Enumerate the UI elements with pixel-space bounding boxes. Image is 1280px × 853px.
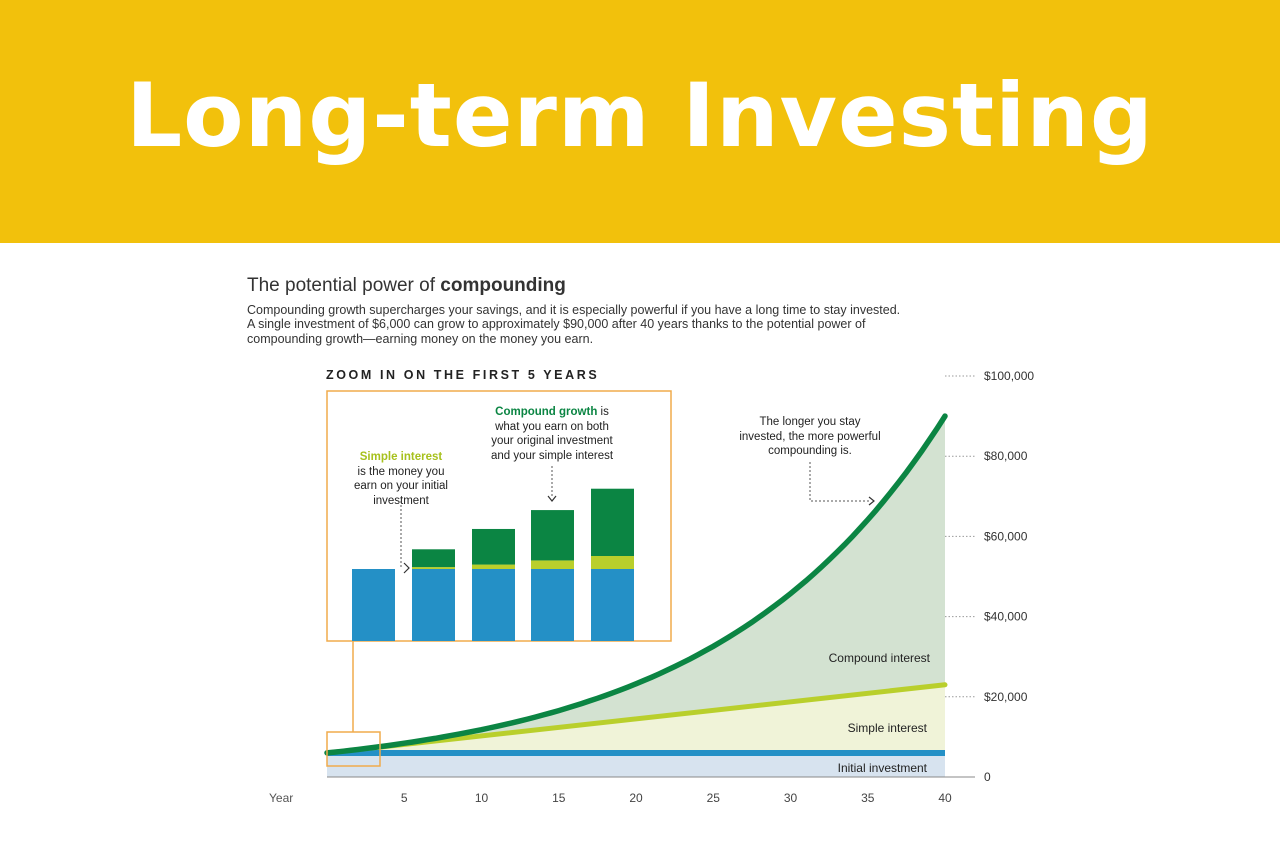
x-tick-label: 10	[475, 791, 489, 805]
initial-investment-area	[327, 752, 945, 777]
inset-bar-initial	[472, 569, 515, 641]
chart-heading-prefix: The potential power of	[247, 275, 441, 296]
inset-bar-compound	[412, 549, 455, 568]
y-tick-label: $60,000	[984, 529, 1028, 543]
x-tick-label: 30	[784, 791, 798, 805]
x-tick-label: 25	[707, 791, 721, 805]
inset-bar-initial	[591, 569, 634, 641]
inset-bar-initial	[352, 569, 395, 641]
longer-invested-line2: invested, the more powerful	[739, 430, 881, 443]
compound-interest-area	[327, 416, 945, 753]
inset-bar-compound	[472, 528, 515, 565]
longer-invested-annotation: The longer you stay invested, the more p…	[722, 415, 898, 459]
longer-invested-line1: The longer you stay	[759, 416, 861, 428]
title-banner: Long-term Investing	[0, 0, 1280, 243]
compound-interest-label: Compound interest	[829, 651, 931, 665]
x-axis-label: Year	[269, 791, 293, 805]
simple-interest-annotation-line1: is the money you	[357, 465, 445, 478]
x-tick-label: 35	[861, 791, 875, 805]
intro-line-1: Compounding growth supercharges your sav…	[247, 303, 901, 317]
compound-interest-line	[324, 413, 948, 756]
compound-growth-annotation-suffix: is	[597, 406, 609, 418]
simple-interest-annotation: Simple interest is the money you earn on…	[341, 450, 461, 508]
compound-growth-annotation-title: Compound growth	[495, 406, 598, 418]
intro-line-2: A single investment of $6,000 can grow t…	[247, 317, 866, 332]
inset-bar-compound	[531, 510, 574, 561]
simple-interest-annotation-line2: earn on your initial	[354, 480, 448, 493]
chart-heading-bold: compounding	[440, 275, 566, 296]
simple-interest-label: Simple interest	[848, 721, 928, 735]
y-tick-label: $20,000	[984, 690, 1028, 704]
chart-heading: The potential power of compounding	[247, 275, 566, 297]
y-tick-label: $80,000	[984, 449, 1028, 463]
simple-interest-arrow	[403, 562, 410, 574]
inset-bar-simple	[412, 567, 455, 569]
x-tick-label: 40	[938, 791, 952, 805]
simple-interest-annotation-title: Simple interest	[359, 451, 443, 463]
inset-bar-simple	[472, 564, 515, 569]
inset-bar-compound	[591, 488, 634, 556]
x-tick-label: 15	[552, 791, 566, 805]
inset-bar-simple	[531, 560, 574, 569]
y-tick-label: $40,000	[984, 610, 1028, 624]
compound-growth-annotation: Compound growth is what you earn on both…	[472, 405, 632, 463]
inset-title: ZOOM IN ON THE FIRST 5 YEARS	[326, 368, 600, 382]
longer-invested-arrow	[868, 496, 875, 506]
compound-growth-annotation-line1: what you earn on both	[495, 420, 609, 433]
intro-text: Compounding growth supercharges your sav…	[247, 303, 927, 346]
longer-invested-line3: compounding is.	[768, 445, 852, 458]
banner-title: Long-term Investing	[126, 64, 1154, 167]
x-tick-label: 5	[401, 791, 408, 805]
x-tick-label: 20	[629, 791, 643, 805]
compound-growth-annotation-line2: your original investment	[491, 435, 613, 448]
simple-interest-annotation-line3: investment	[373, 494, 429, 507]
y-tick-label: $100,000	[984, 369, 1034, 383]
compound-growth-arrow	[547, 495, 557, 502]
inset-bar-simple	[591, 556, 634, 569]
inset-bar-initial	[412, 569, 455, 641]
y-tick-label: 0	[984, 770, 991, 784]
longer-invested-connector	[809, 462, 870, 502]
initial-investment-label: Initial investment	[838, 761, 928, 775]
inset-bar-initial	[531, 569, 574, 641]
compound-growth-annotation-line3: and your simple interest	[490, 449, 614, 462]
intro-line-3: compounding growth—earning money on the …	[247, 331, 594, 346]
